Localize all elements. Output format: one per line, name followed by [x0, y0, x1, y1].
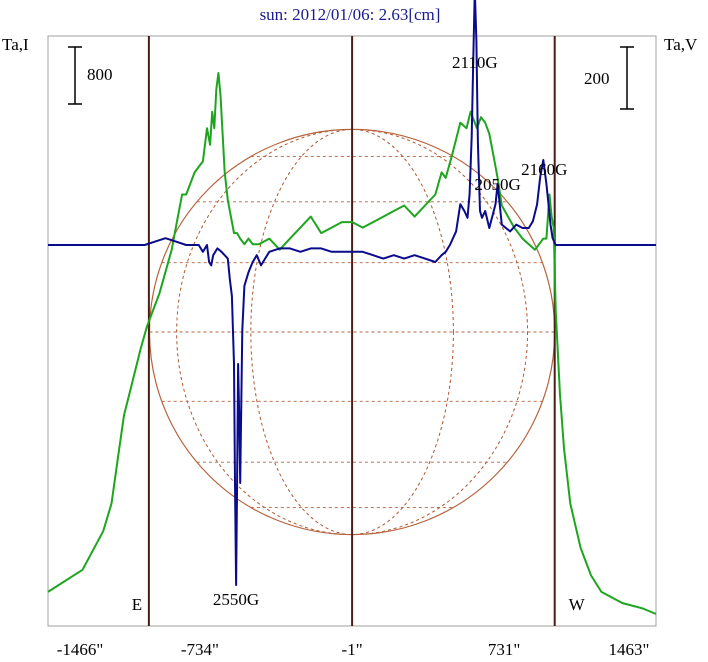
x-tick-label: -1"	[342, 640, 363, 659]
left-scale-bar	[68, 46, 82, 105]
right-axis-label: Ta,V	[664, 35, 698, 54]
x-tick-label: 1463"	[609, 640, 650, 659]
chart-title: sun: 2012/01/06: 2.63[cm]	[260, 5, 441, 24]
right-scale-bar	[620, 46, 634, 110]
annotation-label: 2050G	[474, 175, 520, 194]
x-tick-label: -1466"	[57, 640, 104, 659]
series-intensity-line	[47, 72, 657, 615]
annotation-label: 2110G	[452, 53, 498, 72]
annotation-label: 2550G	[213, 590, 259, 609]
right-scale-label: 200	[584, 69, 610, 88]
left-axis-label: Ta,I	[2, 35, 29, 54]
series-layer	[47, 0, 657, 615]
limb-marker-label: E	[132, 595, 142, 614]
limb-marker-label: W	[569, 595, 586, 614]
annotation-label: 2160G	[521, 160, 567, 179]
x-tick-label: 731"	[488, 640, 520, 659]
left-scale-label: 800	[87, 65, 113, 84]
x-axis: -1466" -734" -1" 731" 1463"	[57, 640, 650, 659]
longitude-line	[250, 128, 454, 536]
x-tick-label: -734"	[181, 640, 219, 659]
longitude-line	[176, 128, 529, 536]
series-circular_polarization-line	[48, 0, 656, 586]
reference-lines	[147, 36, 556, 626]
